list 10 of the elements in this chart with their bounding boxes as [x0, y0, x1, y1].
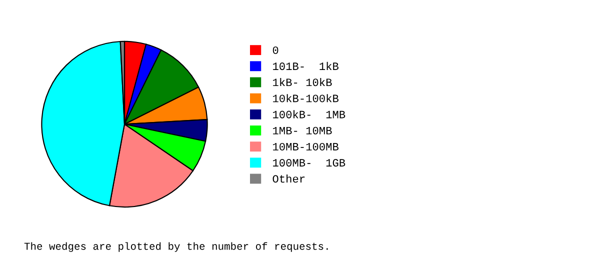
legend-label: 0 [272, 46, 278, 54]
legend-label: 10kB-100kB [273, 94, 338, 102]
legend-label: 100kB- 1MB [273, 110, 346, 118]
legend-label: 10MB-100MB [273, 142, 338, 150]
legend-label: 101B- 1kB [273, 62, 338, 70]
text: The wedges are plotted by the number of requests. [24, 242, 328, 252]
legend-label: 1kB- 10kB [273, 78, 332, 86]
legend-label: 1MB- 10MB [273, 126, 332, 134]
legend-label: Other [272, 174, 305, 183]
legend-label: 100MB- 1GB [273, 159, 346, 167]
